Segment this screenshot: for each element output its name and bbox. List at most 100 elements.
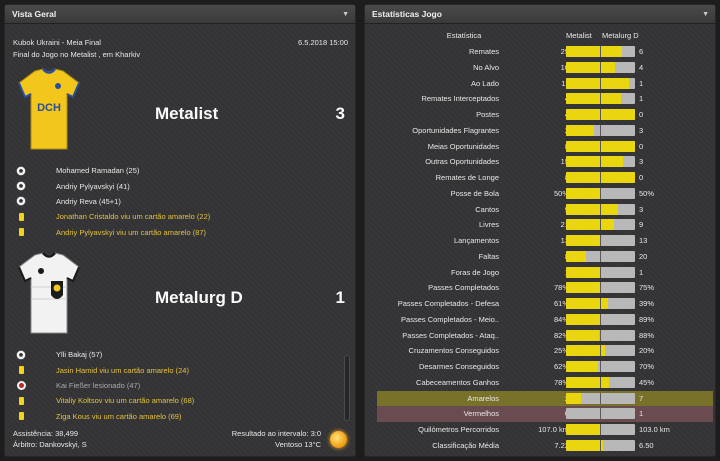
overview-title: Vista Geral (12, 9, 57, 19)
stat-away-value: 7 (639, 393, 644, 403)
stat-away-value: 4 (639, 62, 644, 72)
stat-row[interactable]: Passes Completados - Ataq.. 82% 88% (377, 328, 713, 344)
stat-bar-fill (566, 156, 624, 168)
stat-away-value: 39% (639, 299, 655, 308)
stat-away-value: 20% (639, 346, 655, 356)
stat-name: Postes (476, 110, 499, 119)
stat-bar-midline (600, 282, 601, 294)
stat-comparison-bar (566, 156, 635, 168)
stat-row[interactable]: Postes40 (377, 107, 713, 123)
stat-column-header: Estatística (446, 31, 482, 40)
stat-comparison-bar (566, 298, 635, 309)
stat-away-value: 75% (639, 283, 655, 293)
stat-name: Passes Completados - Ataq.. (402, 330, 499, 340)
away-team-name[interactable]: Metalurg D (155, 288, 243, 307)
away-event-item[interactable]: Jasin Hamid viu um cartão amarelo (24) (15, 362, 335, 377)
stat-bar-midline (600, 187, 601, 199)
stat-name: Cantos (475, 204, 499, 214)
stat-row[interactable]: Amarelos27 (377, 390, 713, 407)
stat-row[interactable]: Passes Completados - Defesa 61% 39% (377, 296, 713, 312)
stat-row[interactable]: Oportunidades Flagrantes23 (377, 123, 713, 139)
stat-comparison-bar (566, 187, 635, 199)
stat-row[interactable]: Outras Oportunidades 15 3 (377, 154, 713, 170)
stat-row[interactable]: Remates Interceptados41 (377, 91, 713, 107)
home-column-header: Metalist (566, 31, 592, 40)
stat-row[interactable]: Cantos93 (377, 202, 713, 218)
stat-row[interactable]: No Alvo 10 4 (377, 60, 713, 76)
stat-name: Vermelhos (463, 409, 499, 419)
stat-row[interactable]: Foras de Jogo11 (377, 265, 713, 281)
event-text: Andriy Pylyavskyi viu um cartão amarelo … (56, 227, 207, 237)
stat-comparison-bar (566, 266, 635, 278)
stat-comparison-bar (566, 361, 635, 372)
home-event-item[interactable]: Jonathan Cristaldo viu um cartão amarelo… (15, 209, 335, 224)
stat-bar-midline (600, 329, 601, 341)
stat-away-value: 3 (639, 125, 644, 135)
stat-away-value: 103.0 km (639, 425, 670, 434)
stat-bar-fill (566, 250, 586, 262)
stat-bar-fill (566, 93, 622, 105)
stats-menu-chevron-icon[interactable]: ▼ (702, 10, 709, 18)
stat-comparison-bar (566, 392, 635, 404)
stat-home-value: 107.0 km (538, 425, 569, 434)
stat-row[interactable]: Vermelhos01 (377, 406, 713, 422)
stat-comparison-bar (566, 345, 635, 357)
away-event-item[interactable]: Ylli Bakaj (57) (15, 347, 335, 362)
home-event-item[interactable]: Andriy Pylyavskyi (41) (15, 178, 335, 193)
stat-bar-midline (600, 140, 601, 152)
stat-home-value: 82% (553, 330, 569, 340)
stat-row[interactable]: Passes Completados 78% 75% (377, 280, 713, 296)
stat-name: Passes Completados - Meio.. (401, 314, 499, 324)
events-scrollbar[interactable] (344, 355, 350, 421)
yellow-card-icon (15, 410, 27, 422)
stat-home-value: 25% (553, 346, 569, 356)
match-datetime: 6.5.2018 15:00 (297, 38, 348, 47)
stat-row[interactable]: Posse de Bola 50% 50% (377, 186, 713, 202)
stat-comparison-bar (566, 109, 635, 120)
stat-name: Passes Completados (428, 283, 499, 293)
stat-comparison-bar (566, 46, 635, 57)
overview-menu-chevron-icon[interactable]: ▼ (342, 10, 349, 18)
stat-away-value: 1 (639, 94, 644, 104)
stat-row[interactable]: Cruzamentos Conseguidos 25% 20% (377, 343, 713, 359)
stat-bar-midline (600, 124, 601, 136)
stat-row[interactable]: Remates de Longe80 (377, 170, 713, 186)
away-event-item[interactable]: Kai Fießer lesionado (47) (15, 378, 335, 393)
stat-row[interactable]: Faltas820 (377, 249, 713, 265)
stat-comparison-bar (566, 282, 635, 294)
goal-ball-icon (15, 180, 27, 192)
stat-row[interactable]: Classificação Média 7.22 6.50 (377, 438, 713, 454)
home-team-name[interactable]: Metalist (155, 104, 219, 123)
competition-label: Kubok Ukraini - Meia Final (13, 38, 101, 47)
away-event-item[interactable]: Vitaliy Koltsov viu um cartão amarelo (6… (15, 393, 335, 408)
home-event-item[interactable]: Andriy Pylyavskyi viu um cartão amarelo … (15, 225, 335, 240)
stats-column-headers: Estatística Metalist Metalurg D (365, 31, 715, 43)
yellow-card-icon (15, 364, 27, 376)
stat-row[interactable]: Passes Completados - Meio.. 84% 89% (377, 312, 713, 328)
away-column-header: Metalurg D (602, 31, 639, 40)
stat-away-value: 0 (639, 173, 644, 182)
stat-row[interactable]: Desarmes Conseguidos 62% 70% (377, 359, 713, 375)
stat-row[interactable]: Remates 25 6 (377, 44, 713, 60)
stat-row[interactable]: Quilómetros Percorridos 107.0 km 103.0 km (377, 422, 713, 438)
stat-row[interactable]: Cabeceamentos Ganhos 78% 45% (377, 375, 713, 391)
referee-label[interactable]: Árbitro: Dankovskyi, S (13, 440, 87, 449)
sun-weather-icon (330, 431, 347, 448)
stat-bar-fill (566, 392, 582, 404)
stat-bar-fill (566, 235, 601, 246)
home-event-item[interactable]: Mohamed Ramadan (25) (15, 163, 335, 178)
event-text: Jasin Hamid viu um cartão amarelo (24) (56, 365, 189, 375)
stat-name: Lançamentos (453, 236, 499, 245)
stat-bar-midline (600, 203, 601, 215)
stat-comparison-bar (566, 329, 635, 341)
stat-comparison-bar (566, 172, 635, 183)
home-event-item[interactable]: Andriy Reva (45+1) (15, 194, 335, 209)
stat-bar-fill (566, 124, 594, 136)
stat-row[interactable]: Ao Lado111 (377, 76, 713, 92)
event-text: Ziga Kous viu um cartão amarelo (69) (56, 411, 182, 421)
stat-row[interactable]: Lançamentos 13 13 (377, 233, 713, 249)
stat-bar-midline (600, 313, 601, 325)
stat-row[interactable]: Livres 21 9 (377, 217, 713, 233)
stat-row[interactable]: Meias Oportunidades80 (377, 139, 713, 155)
away-event-item[interactable]: Ziga Kous viu um cartão amarelo (69) (15, 409, 335, 424)
